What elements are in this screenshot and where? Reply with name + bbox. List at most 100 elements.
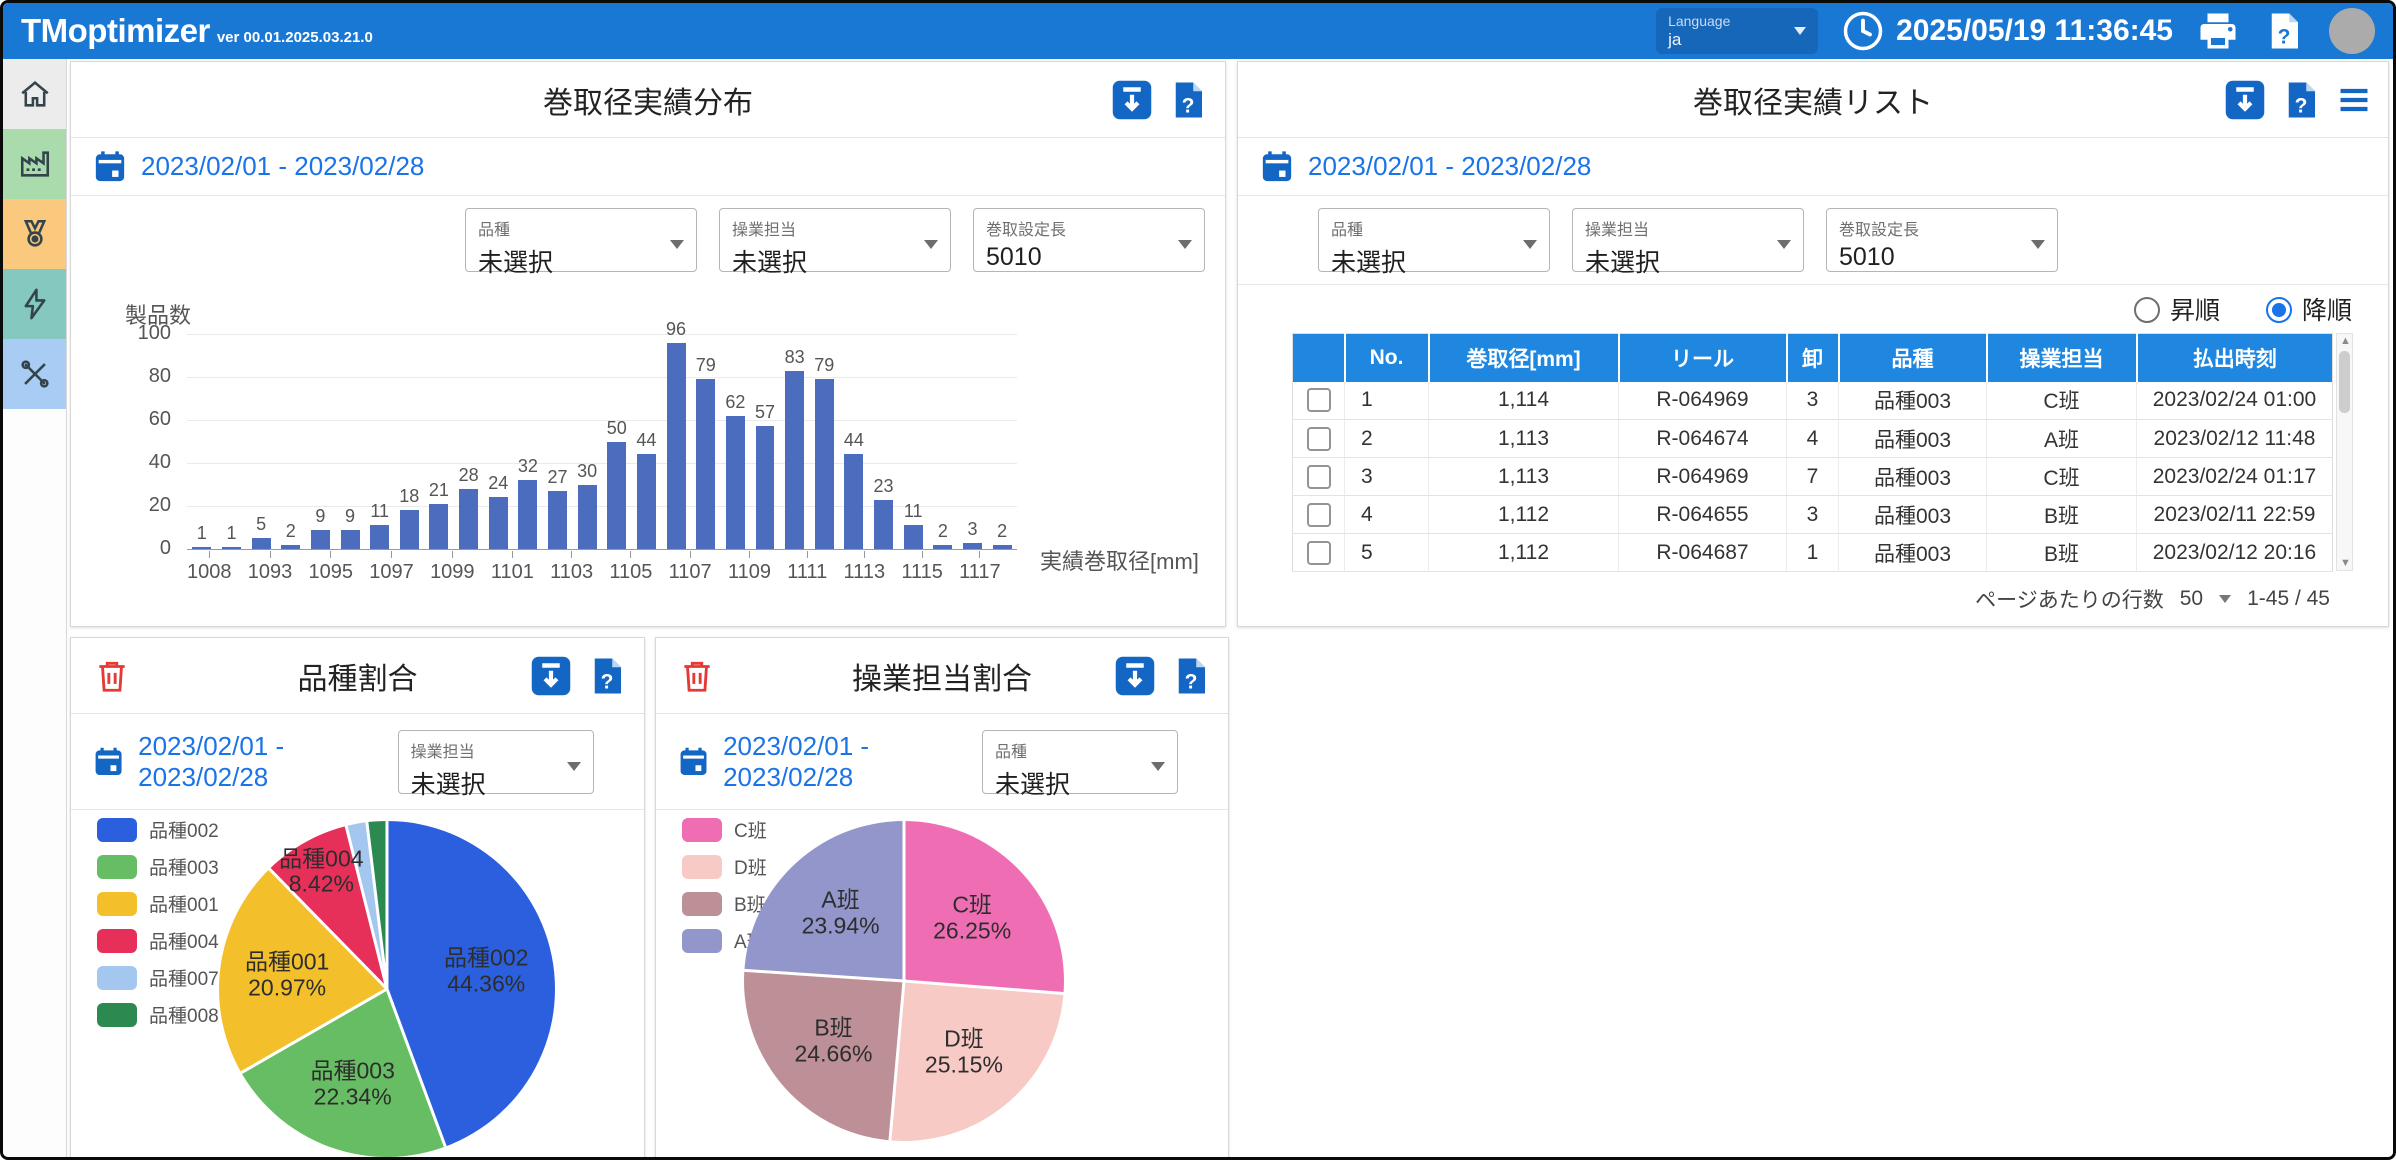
legend-label: 品種003 [149,858,219,879]
help-button[interactable]: ? [586,655,628,697]
legend-swatch [97,928,137,953]
legend-item: 品種008 [97,1001,219,1028]
table-cell: 品種003 [1838,533,1987,572]
menu-icon[interactable] [2336,82,2372,118]
language-select[interactable]: Language ja [1656,8,1819,54]
row-checkbox[interactable] [1306,464,1331,489]
svg-text:?: ? [601,670,614,693]
dropdown-value: 未選択 [478,249,554,277]
date-range[interactable]: 2023/02/01 - 2023/02/28 [723,730,870,792]
sort-descending-radio[interactable]: 降順 [2265,291,2352,327]
bar-value-label: 27 [547,466,568,487]
home-icon [20,81,49,107]
sidebar-item-settings[interactable] [3,339,66,409]
language-value: ja [1668,30,1682,49]
bar-value-label: 57 [754,402,775,423]
bar [281,544,301,549]
bar-value-label: 50 [606,417,627,438]
calendar-icon[interactable] [93,745,124,779]
table-cell: C班 [1986,457,2137,496]
column-header: 操業担当 [1986,333,2138,382]
legend-swatch [97,1002,137,1027]
operator-dropdown[interactable]: 操業担当 未選択 [719,208,951,277]
factory-icon [20,151,49,177]
help-button[interactable]: ? [2263,10,2305,52]
table-scrollbar[interactable]: ▲ ▼ [2336,333,2353,571]
sidebar-item-home[interactable] [3,59,66,129]
row-checkbox[interactable] [1306,540,1331,565]
medal-icon [23,219,46,247]
bar [429,503,449,549]
kind-dropdown[interactable]: 品種 未選択 [465,208,697,277]
rows-per-page-value[interactable]: 50 [2179,587,2204,610]
page-title: 巻取径実績分布 [543,86,753,120]
download-button[interactable] [530,655,572,697]
legend-swatch [97,965,137,990]
bar-value-label: 18 [399,486,420,507]
panel-kind-ratio: 品種割合 ? [70,637,645,1157]
delete-button[interactable] [678,654,716,698]
table-cell: 2023/02/11 22:59 [2136,495,2333,534]
sort-ascending-radio[interactable]: 昇順 [2133,291,2220,327]
calendar-icon[interactable] [678,745,709,779]
column-header: 払出時刻 [2136,333,2333,382]
table-row[interactable]: 3 1,113 R-064969 7 品種003 C班 2023/02/24 01:17 [1292,457,2333,496]
chevron-down-icon [1777,240,1791,256]
scroll-up-icon[interactable]: ▲ [2340,335,2351,347]
pagination: ページあたりの行数 50 1-45 / 45 [1975,584,2330,614]
chevron-down-icon [1151,761,1166,778]
dropdown-value: 未選択 [732,249,808,277]
bar-value-label: 5 [256,514,267,535]
kind-dropdown[interactable]: 品種 未選択 [1318,208,1550,277]
table-row[interactable]: 4 1,112 R-064655 3 品種003 B班 2023/02/11 22:59 [1292,495,2333,534]
row-checkbox[interactable] [1306,426,1331,451]
table-row[interactable]: 2 1,113 R-064674 4 品種003 A班 2023/02/12 11:48 [1292,419,2333,458]
download-button[interactable] [1114,655,1156,697]
dropdown-label: 巻取設定長 [1839,222,1920,239]
chevron-down-icon[interactable] [2219,595,2232,609]
help-button[interactable]: ? [2280,79,2322,121]
download-button[interactable] [2224,79,2266,121]
bar [755,426,775,549]
page-title: 巻取径実績リスト [1693,86,1933,120]
row-checkbox[interactable] [1306,502,1331,527]
table-row[interactable]: 1 1,114 R-064969 3 品種003 C班 2023/02/24 01:00 [1292,381,2333,420]
bar [370,525,390,549]
x-axis-ticks: 1008 1093 1095 1097 1099 1101 1103 1105 1107 1109… [187,551,1017,584]
calendar-icon[interactable] [1260,150,1294,184]
kind-dropdown[interactable]: 品種 未選択 [982,729,1179,799]
sidebar-item-results[interactable] [3,199,66,269]
bar [459,488,479,549]
operator-dropdown[interactable]: 操業担当 未選択 [397,729,594,799]
download-button[interactable] [1111,79,1153,121]
sidebar-item-energy[interactable] [3,269,66,339]
bar-value-label: 28 [458,464,479,485]
table-cell: R-064674 [1618,419,1787,458]
scrollbar-thumb[interactable] [2339,351,2350,413]
bar-value-label: 79 [814,355,835,376]
title-bar: TMoptimizer ver 00.01.2025.03.21.0 Langu… [3,3,2393,59]
legend-swatch [682,928,722,953]
help-button[interactable]: ? [1170,655,1212,697]
bar-value-label: 2 [997,520,1008,541]
scroll-down-icon[interactable]: ▼ [2340,557,2351,569]
date-range[interactable]: 2023/02/01 - 2023/02/28 [138,730,285,792]
date-range[interactable]: 2023/02/01 - 2023/02/28 [141,151,425,181]
print-button[interactable] [2197,10,2239,52]
legend-label: B班 [734,895,766,916]
calendar-icon[interactable] [93,150,127,184]
help-button[interactable]: ? [1167,79,1209,121]
legend-label: 品種004 [149,932,219,953]
table-cell: 品種003 [1838,457,1987,496]
date-range[interactable]: 2023/02/01 - 2023/02/28 [1308,151,1592,181]
set-length-dropdown[interactable]: 巻取設定長 5010 [1826,208,2058,272]
row-checkbox[interactable] [1306,388,1331,413]
sidebar-item-production[interactable] [3,129,66,199]
panel-operator-ratio: 操業担当割合 ? [655,637,1229,1157]
operator-dropdown[interactable]: 操業担当 未選択 [1572,208,1804,277]
table-row[interactable]: 5 1,112 R-064687 1 品種003 B班 2023/02/12 20:16 [1292,533,2333,572]
set-length-dropdown[interactable]: 巻取設定長 5010 [973,208,1205,272]
user-avatar[interactable] [2329,8,2375,54]
dropdown-value: 未選択 [995,770,1071,799]
delete-button[interactable] [93,654,131,698]
